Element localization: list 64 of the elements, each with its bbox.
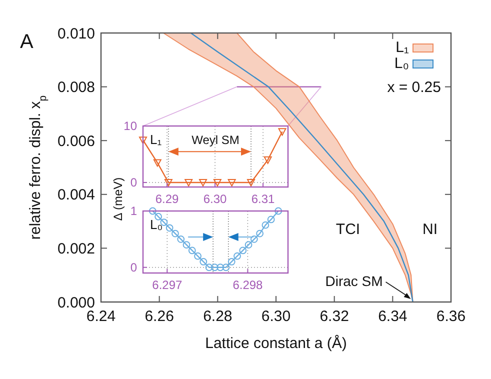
y-tick-label: 10 [124, 119, 138, 134]
point [228, 178, 236, 186]
y-tick-label: 0.008 [57, 79, 95, 96]
point [199, 178, 208, 186]
point [262, 221, 270, 229]
annotation: NI [422, 221, 438, 238]
point [182, 241, 190, 249]
point [188, 246, 196, 254]
point [267, 216, 275, 224]
point [205, 264, 213, 272]
point [166, 224, 174, 232]
x-axis-title: Lattice constant a (Å) [205, 334, 347, 352]
point [200, 258, 208, 266]
point [264, 156, 272, 164]
legend-label: L₀ [394, 55, 409, 72]
point [148, 207, 156, 215]
point [222, 264, 230, 272]
annotation: L₀ [150, 217, 163, 232]
point [278, 128, 286, 136]
point [274, 207, 282, 215]
annotation: L₁ [150, 132, 162, 147]
point [194, 252, 202, 260]
point [244, 241, 252, 249]
point [228, 258, 236, 266]
annotation: Dirac SM [325, 273, 383, 289]
point [247, 178, 256, 186]
annotation: TCI [336, 221, 360, 238]
x-tick-label: 6.26 [144, 308, 174, 325]
point [213, 178, 222, 186]
y-tick-label: 0 [130, 260, 138, 275]
point [239, 246, 247, 254]
x-tick-label: 6.29 [155, 192, 180, 206]
point [216, 264, 224, 272]
y-tick-label: 0 [130, 176, 138, 190]
x-tick-label: 6.28 [203, 308, 232, 325]
point [234, 252, 241, 260]
point [184, 178, 193, 186]
x-tick-label: 6.34 [378, 308, 408, 325]
x-tick-label: 6.297 [152, 278, 183, 292]
x-tick-label: 6.298 [232, 278, 264, 292]
point [139, 136, 147, 144]
y-tick-label: 0.002 [57, 240, 95, 258]
annotation: Weyl SM [192, 133, 240, 147]
y-tick-label: 1 [130, 204, 138, 218]
x-tick-label: 6.32 [320, 308, 349, 325]
x-tick-label: 6.30 [203, 192, 228, 206]
x-tick-label: 6.30 [261, 308, 291, 325]
y-tick-label: 0.010 [57, 25, 95, 42]
x-tick-label: 6.31 [251, 192, 276, 206]
point [177, 235, 185, 243]
legend-label: L₁ [396, 39, 409, 56]
text: A [20, 31, 34, 53]
point [153, 159, 162, 167]
point [210, 264, 218, 272]
annotation: x = 0.25 [387, 79, 441, 96]
y-tick-label: 0.004 [57, 186, 95, 204]
point [172, 230, 179, 238]
y-tick-label: 0.006 [57, 132, 95, 150]
y-axis-title: Δ (meV) [111, 177, 125, 221]
point [154, 212, 162, 220]
point [256, 230, 264, 238]
point [164, 178, 172, 186]
x-tick-label: 6.36 [436, 308, 466, 325]
point [250, 235, 258, 243]
